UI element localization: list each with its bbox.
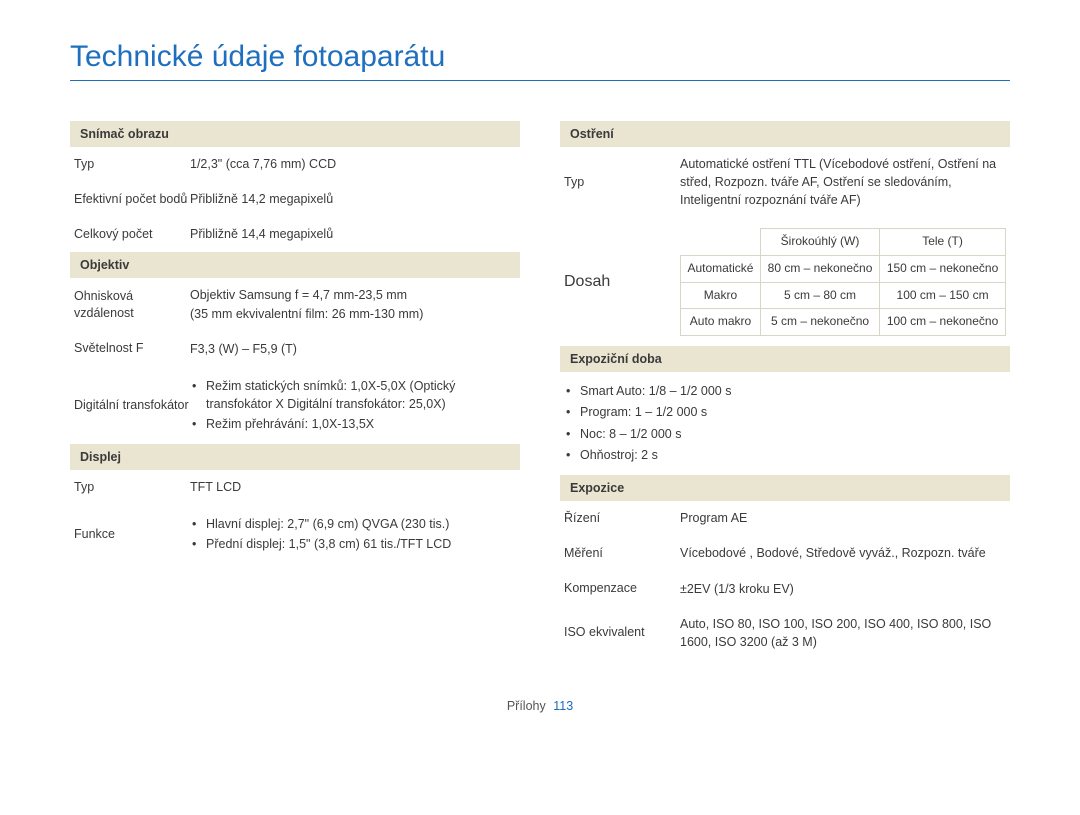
table-row: MěřeníVícebodové , Bodové, Středově vyvá… bbox=[560, 536, 1010, 571]
label: Digitální transfokátor bbox=[70, 389, 190, 422]
label: Efektivní počet bodů bbox=[70, 183, 190, 216]
value: F3,3 (W) – F5,9 (T) bbox=[190, 332, 520, 366]
section-head-focus: Ostření bbox=[560, 121, 1010, 147]
table-row: ISO ekvivalentAuto, ISO 80, ISO 100, ISO… bbox=[560, 607, 1010, 659]
value: ±2EV (1/3 kroku EV) bbox=[680, 572, 1010, 606]
display-type-row: Typ TFT LCD bbox=[70, 470, 520, 505]
shutter-list: Smart Auto: 1/8 – 1/2 000 s Program: 1 – … bbox=[560, 372, 1010, 476]
table-row: Celkový početPřibližně 14,4 megapixelů bbox=[70, 217, 520, 252]
table-cell: 5 cm – nekonečno bbox=[760, 309, 879, 336]
label: Ohnisková vzdálenost bbox=[70, 280, 190, 330]
value: Program AE bbox=[680, 501, 1010, 535]
label: Měření bbox=[560, 537, 680, 570]
value: Širokoúhlý (W)Tele (T) Automatické80 cm –… bbox=[680, 218, 1010, 345]
sensor-rows: Typ1/2,3" (cca 7,76 mm) CCDEfektivní poč… bbox=[70, 147, 520, 252]
table-row: Kompenzace±2EV (1/3 kroku EV) bbox=[560, 572, 1010, 607]
table-cell: 80 cm – nekonečno bbox=[760, 255, 879, 282]
label: Celkový počet bbox=[70, 218, 190, 251]
label: Funkce bbox=[70, 518, 190, 551]
value: Automatické ostření TTL (Vícebodové ostř… bbox=[680, 147, 1010, 217]
label: Typ bbox=[70, 471, 190, 504]
table-row: ŘízeníProgram AE bbox=[560, 501, 1010, 536]
label: ISO ekvivalent bbox=[560, 616, 680, 649]
value: Objektiv Samsung f = 4,7 mm-23,5 mm(35 m… bbox=[190, 278, 520, 330]
label: Světelnost F bbox=[70, 332, 190, 365]
table-cell: 100 cm – nekonečno bbox=[880, 309, 1006, 336]
list-item: Režim statických snímků: 1,0X-5,0X (Opti… bbox=[190, 377, 516, 413]
list-item: Hlavní displej: 2,7" (6,9 cm) QVGA (230 … bbox=[190, 515, 516, 533]
value: Auto, ISO 80, ISO 100, ISO 200, ISO 400,… bbox=[680, 607, 1010, 659]
list-item: Noc: 8 – 1/2 000 s bbox=[564, 425, 1006, 444]
value: Přibližně 14,4 megapixelů bbox=[190, 217, 520, 251]
content-columns: Snímač obrazu Typ1/2,3" (cca 7,76 mm) CC… bbox=[70, 121, 1010, 659]
section-head-lens: Objektiv bbox=[70, 252, 520, 278]
lens-digizoom-row: Digitální transfokátor Režim statických … bbox=[70, 367, 520, 444]
table-cell: 100 cm – 150 cm bbox=[880, 282, 1006, 309]
list-item: Smart Auto: 1/8 – 1/2 000 s bbox=[564, 382, 1006, 401]
list-item: Režim přehrávání: 1,0X-13,5X bbox=[190, 415, 516, 433]
right-column: Ostření Typ Automatické ostření TTL (Víc… bbox=[560, 121, 1010, 659]
left-column: Snímač obrazu Typ1/2,3" (cca 7,76 mm) CC… bbox=[70, 121, 520, 659]
focus-type-row: Typ Automatické ostření TTL (Vícebodové … bbox=[560, 147, 1010, 218]
display-func-row: Funkce Hlavní displej: 2,7" (6,9 cm) QVG… bbox=[70, 505, 520, 563]
label: Dosah bbox=[560, 271, 680, 293]
lens-focal-row: Ohnisková vzdálenost Objektiv Samsung f … bbox=[70, 278, 520, 331]
label: Typ bbox=[70, 148, 190, 181]
label: Kompenzace bbox=[560, 572, 680, 605]
table-cell: 150 cm – nekonečno bbox=[880, 255, 1006, 282]
section-head-sensor: Snímač obrazu bbox=[70, 121, 520, 147]
table-cell: Auto makro bbox=[681, 309, 761, 336]
footer-page: 113 bbox=[553, 699, 573, 713]
value: Přibližně 14,2 megapixelů bbox=[190, 182, 520, 216]
focus-range-table: Širokoúhlý (W)Tele (T) Automatické80 cm –… bbox=[680, 228, 1006, 335]
table-cell: 5 cm – 80 cm bbox=[760, 282, 879, 309]
page-title: Technické údaje fotoaparátu bbox=[70, 40, 1010, 81]
lens-aperture-row: Světelnost F F3,3 (W) – F5,9 (T) bbox=[70, 332, 520, 367]
label: Typ bbox=[560, 166, 680, 199]
value: Hlavní displej: 2,7" (6,9 cm) QVGA (230 … bbox=[190, 505, 520, 563]
table-cell: Makro bbox=[681, 282, 761, 309]
section-head-exposure: Expozice bbox=[560, 475, 1010, 501]
table-header bbox=[681, 229, 761, 256]
value: Vícebodové , Bodové, Středově vyváž., Ro… bbox=[680, 536, 1010, 570]
list-item: Program: 1 – 1/2 000 s bbox=[564, 403, 1006, 422]
table-header: Tele (T) bbox=[880, 229, 1006, 256]
list-item: Přední displej: 1,5" (3,8 cm) 61 tis./TF… bbox=[190, 535, 516, 553]
table-row: Efektivní počet bodůPřibližně 14,2 megap… bbox=[70, 182, 520, 217]
label: Řízení bbox=[560, 502, 680, 535]
table-row: Typ1/2,3" (cca 7,76 mm) CCD bbox=[70, 147, 520, 182]
section-head-display: Displej bbox=[70, 444, 520, 470]
table-header: Širokoúhlý (W) bbox=[760, 229, 879, 256]
value: TFT LCD bbox=[190, 470, 520, 504]
value: 1/2,3" (cca 7,76 mm) CCD bbox=[190, 147, 520, 181]
exposure-rows: ŘízeníProgram AEMěřeníVícebodové , Bodov… bbox=[560, 501, 1010, 659]
table-cell: Automatické bbox=[681, 255, 761, 282]
page-footer: Přílohy 113 bbox=[70, 699, 1010, 713]
list-item: Ohňostroj: 2 s bbox=[564, 446, 1006, 465]
footer-label: Přílohy bbox=[507, 699, 546, 713]
section-head-shutter: Expoziční doba bbox=[560, 346, 1010, 372]
focus-range-row: Dosah Širokoúhlý (W)Tele (T) Automatické8… bbox=[560, 218, 1010, 345]
value: Režim statických snímků: 1,0X-5,0X (Opti… bbox=[190, 367, 520, 443]
page: Technické údaje fotoaparátu Snímač obraz… bbox=[0, 0, 1080, 743]
